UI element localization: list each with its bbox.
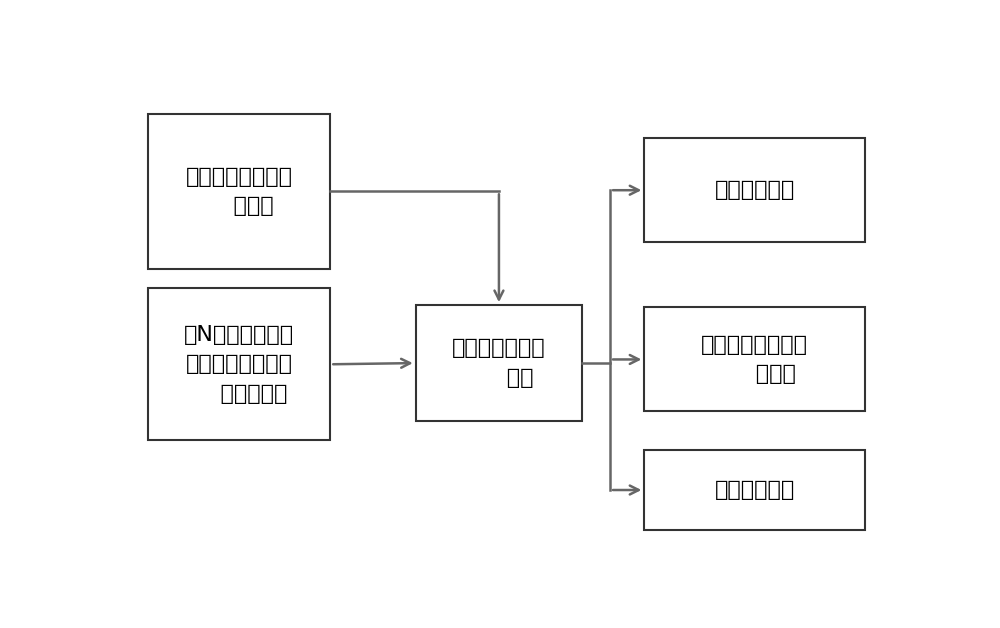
- FancyBboxPatch shape: [148, 288, 330, 440]
- Text: 设计系统的膜控
      制器: 设计系统的膜控 制器: [452, 338, 546, 388]
- Text: 对N个机器人进行
动力学建模，并设
    定同步目标: 对N个机器人进行 动力学建模，并设 定同步目标: [184, 325, 294, 404]
- Text: 数值仿真验证: 数值仿真验证: [715, 480, 795, 500]
- Text: 构建闭环系统: 构建闭环系统: [715, 180, 795, 200]
- FancyBboxPatch shape: [416, 305, 582, 421]
- FancyBboxPatch shape: [148, 114, 330, 269]
- Text: 建立机器人间的通
    讯网络: 建立机器人间的通 讯网络: [186, 166, 293, 216]
- FancyBboxPatch shape: [644, 138, 865, 242]
- Text: 实现自适应有限时
      间同步: 实现自适应有限时 间同步: [701, 335, 808, 384]
- FancyBboxPatch shape: [644, 450, 865, 530]
- FancyBboxPatch shape: [644, 308, 865, 411]
